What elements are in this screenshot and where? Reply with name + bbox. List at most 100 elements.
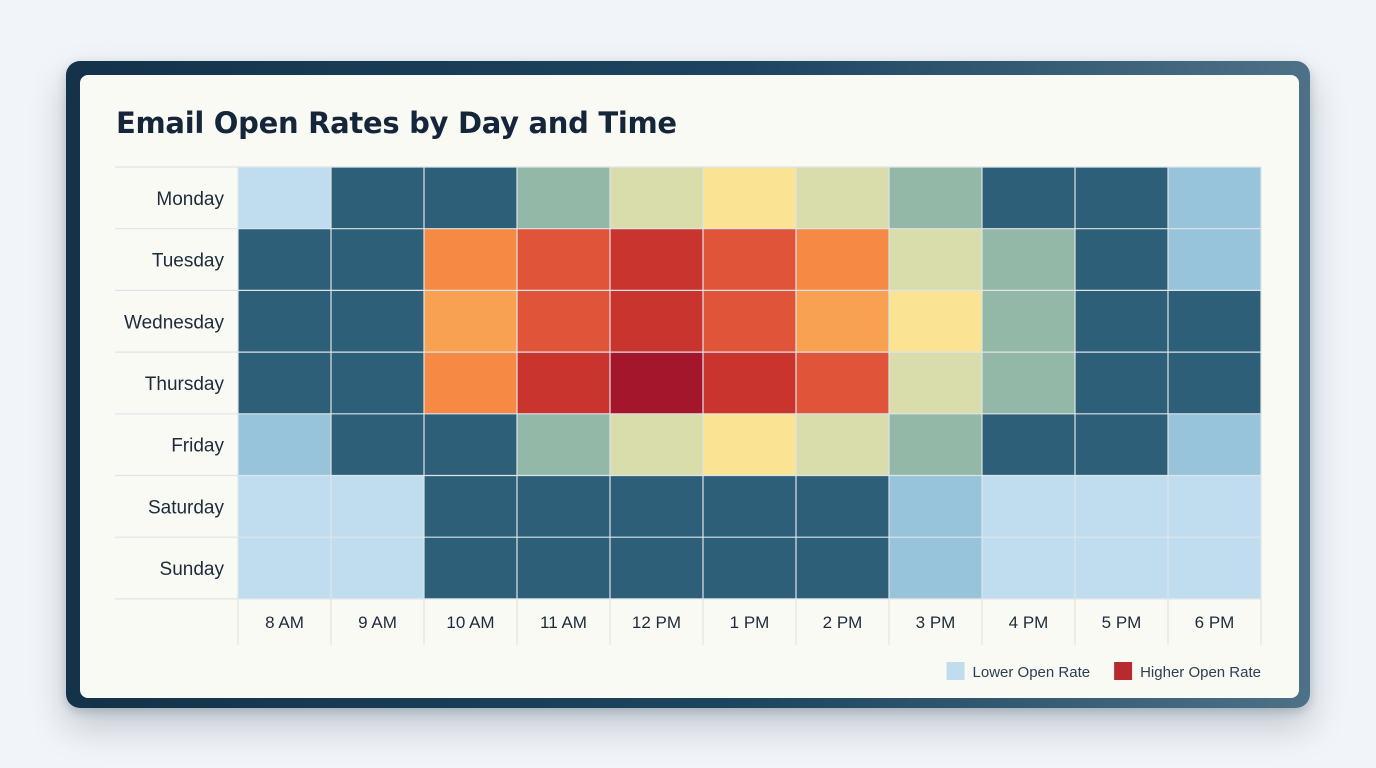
- col-label-9-am: 9 AM: [358, 613, 397, 632]
- chart-title: Email Open Rates by Day and Time: [116, 106, 677, 140]
- col-label-2-pm: 2 PM: [823, 613, 863, 632]
- legend-label-lower-open-rate: Lower Open Rate: [973, 664, 1091, 681]
- cell-wednesday-10-am: [424, 290, 517, 353]
- cell-wednesday-5-pm: [1075, 290, 1168, 353]
- cell-thursday-5-pm: [1075, 352, 1168, 414]
- row-label-thursday: Thursday: [145, 374, 225, 395]
- cell-tuesday-9-am: [331, 228, 424, 291]
- cell-thursday-8-am: [238, 352, 331, 414]
- cell-wednesday-11-am: [517, 290, 610, 353]
- cell-thursday-6-pm: [1168, 352, 1261, 414]
- cell-wednesday-9-am: [331, 290, 424, 353]
- cell-thursday-12-pm: [610, 352, 703, 414]
- cell-saturday-10-am: [424, 475, 517, 538]
- cell-wednesday-6-pm: [1168, 290, 1261, 353]
- col-label-6-pm: 6 PM: [1195, 613, 1235, 632]
- cell-saturday-5-pm: [1075, 475, 1168, 538]
- legend-swatch-lower-open-rate: [946, 662, 965, 680]
- legend-label-higher-open-rate: Higher Open Rate: [1140, 664, 1261, 681]
- cell-monday-11-am: [517, 167, 610, 229]
- cell-sunday-1-pm: [703, 537, 796, 599]
- cell-saturday-6-pm: [1168, 475, 1261, 538]
- axis-labels: Monday Tuesday Wednesday Thursday Friday Satu…: [124, 189, 1234, 632]
- cell-monday-9-am: [331, 167, 424, 229]
- cell-saturday-8-am: [238, 475, 331, 538]
- legend-swatch-higher-open-rate: [1114, 662, 1133, 680]
- cell-monday-6-pm: [1168, 167, 1261, 229]
- col-label-5-pm: 5 PM: [1102, 613, 1142, 632]
- row-label-monday: Monday: [156, 189, 224, 210]
- cell-sunday-8-am: [238, 537, 331, 599]
- cell-saturday-3-pm: [889, 475, 982, 538]
- cell-friday-3-pm: [889, 413, 982, 476]
- cell-sunday-12-pm: [610, 537, 703, 599]
- cell-tuesday-12-pm: [610, 228, 703, 291]
- cell-sunday-10-am: [424, 537, 517, 599]
- row-label-saturday: Saturday: [148, 497, 225, 518]
- cell-sunday-11-am: [517, 537, 610, 599]
- cell-monday-4-pm: [982, 167, 1075, 229]
- col-label-1-pm: 1 PM: [730, 613, 770, 632]
- cell-thursday-1-pm: [703, 352, 796, 414]
- legend: Lower Open Rate Higher Open Rate: [946, 662, 1261, 681]
- row-label-friday: Friday: [171, 436, 224, 457]
- cell-tuesday-6-pm: [1168, 228, 1261, 291]
- col-label-8-am: 8 AM: [265, 613, 304, 632]
- cell-tuesday-4-pm: [982, 228, 1075, 291]
- col-label-10-am: 10 AM: [446, 613, 494, 632]
- cell-saturday-9-am: [331, 475, 424, 538]
- cell-friday-6-pm: [1168, 413, 1261, 476]
- cell-saturday-11-am: [517, 475, 610, 538]
- cell-wednesday-12-pm: [610, 290, 703, 353]
- cell-monday-10-am: [424, 167, 517, 229]
- cell-friday-2-pm: [796, 413, 889, 476]
- cell-thursday-3-pm: [889, 352, 982, 414]
- cell-monday-3-pm: [889, 167, 982, 229]
- cell-saturday-1-pm: [703, 475, 796, 538]
- cell-wednesday-3-pm: [889, 290, 982, 353]
- cell-monday-2-pm: [796, 167, 889, 229]
- cell-friday-10-am: [424, 413, 517, 476]
- cell-friday-8-am: [238, 413, 331, 476]
- cell-wednesday-4-pm: [982, 290, 1075, 353]
- cell-wednesday-2-pm: [796, 290, 889, 353]
- cell-tuesday-8-am: [238, 228, 331, 291]
- cell-tuesday-5-pm: [1075, 228, 1168, 291]
- cell-friday-4-pm: [982, 413, 1075, 476]
- col-label-3-pm: 3 PM: [916, 613, 956, 632]
- heatmap-grid: [115, 166, 1262, 645]
- col-label-4-pm: 4 PM: [1009, 613, 1049, 632]
- cell-thursday-10-am: [424, 352, 517, 414]
- cell-monday-8-am: [238, 167, 331, 229]
- cell-tuesday-11-am: [517, 228, 610, 291]
- cell-tuesday-10-am: [424, 228, 517, 291]
- cell-monday-1-pm: [703, 167, 796, 229]
- row-label-tuesday: Tuesday: [152, 251, 225, 272]
- cell-thursday-2-pm: [796, 352, 889, 414]
- col-label-12-pm: 12 PM: [632, 613, 681, 632]
- cell-sunday-3-pm: [889, 537, 982, 599]
- cell-tuesday-3-pm: [889, 228, 982, 291]
- cell-thursday-4-pm: [982, 352, 1075, 414]
- cell-friday-11-am: [517, 413, 610, 476]
- cell-tuesday-2-pm: [796, 228, 889, 291]
- cell-wednesday-8-am: [238, 290, 331, 353]
- cell-sunday-9-am: [331, 537, 424, 599]
- row-label-wednesday: Wednesday: [124, 312, 224, 333]
- row-label-sunday: Sunday: [160, 559, 225, 580]
- cell-monday-5-pm: [1075, 167, 1168, 229]
- cell-saturday-12-pm: [610, 475, 703, 538]
- cell-friday-12-pm: [610, 413, 703, 476]
- cell-sunday-5-pm: [1075, 537, 1168, 599]
- cell-monday-12-pm: [610, 167, 703, 229]
- col-label-11-am: 11 AM: [540, 613, 587, 632]
- cell-friday-9-am: [331, 413, 424, 476]
- cell-thursday-9-am: [331, 352, 424, 414]
- heatmap-cells: [238, 167, 1261, 599]
- cell-tuesday-1-pm: [703, 228, 796, 291]
- cell-friday-1-pm: [703, 413, 796, 476]
- cell-saturday-4-pm: [982, 475, 1075, 538]
- cell-sunday-6-pm: [1168, 537, 1261, 599]
- cell-sunday-4-pm: [982, 537, 1075, 599]
